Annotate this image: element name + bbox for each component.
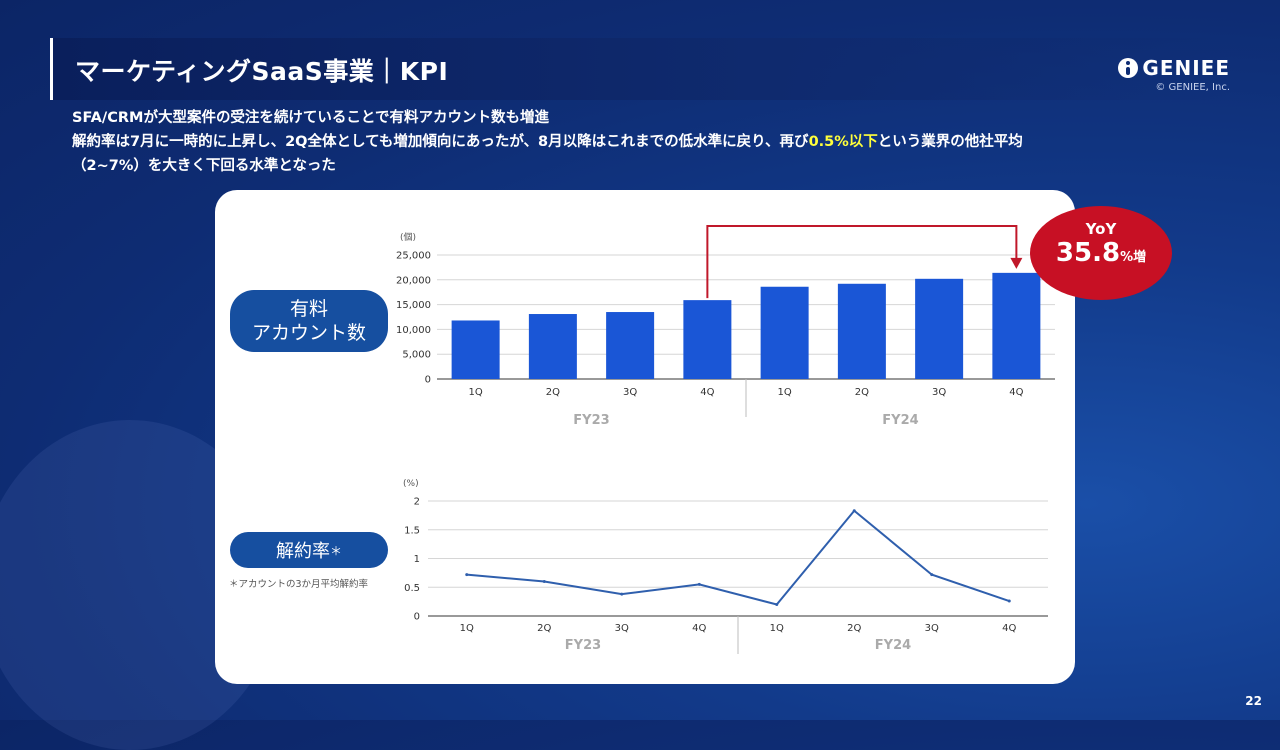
- yoy-badge: YoY 35.8%増: [1030, 206, 1172, 300]
- line-chart-group-label: FY24: [875, 638, 911, 653]
- bar-chart-xtick-label: 1Q: [469, 387, 483, 398]
- paid-accounts-label-line1: 有料: [289, 298, 328, 320]
- page-title: マーケティングSaaS事業｜KPI: [75, 57, 449, 86]
- kpi-card: 有料 アカウント数 解約率＊ ＊アカウントの3か月平均解約率: [215, 190, 1075, 684]
- line-chart-xtick-label: 2Q: [537, 623, 551, 634]
- company-logo: GENIEE © GENIEE, Inc.: [1118, 56, 1230, 93]
- line-chart-xtick-label: 1Q: [460, 623, 474, 634]
- description: SFA/CRMが大型案件の受注を続けていることで有料アカウント数も増進 解約率は…: [72, 106, 1222, 178]
- churn-rate-point: [542, 580, 546, 583]
- line-chart-xtick-label: 4Q: [692, 623, 706, 634]
- bar-chart-group-label: FY23: [573, 413, 609, 428]
- yoy-unit: %増: [1120, 250, 1147, 265]
- paid-accounts-label: 有料 アカウント数: [230, 290, 388, 352]
- churn-rate-point: [465, 573, 469, 577]
- line-chart-xtick-label: 2Q: [847, 623, 861, 634]
- description-line-3: （2~7%）を大きく下回る水準となった: [72, 158, 336, 174]
- line-chart-ytick-label: 0: [414, 612, 420, 623]
- yoy-value-row: 35.8%増: [1030, 238, 1172, 268]
- bar-chart-xtick-label: 4Q: [1009, 387, 1023, 398]
- churn-rate-label: 解約率＊: [230, 532, 388, 568]
- description-highlight: 0.5%以下: [808, 134, 878, 150]
- churn-rate-label-text: 解約率: [275, 541, 330, 562]
- page-number: 22: [1245, 694, 1262, 708]
- line-chart-ytick-label: 2: [414, 497, 420, 508]
- bar-chart-ytick-label: 5,000: [402, 350, 431, 361]
- copyright: © GENIEE, Inc.: [1155, 82, 1230, 93]
- churn-rate-series-line: [466, 509, 1010, 606]
- description-line-2-pre: 解約率は7月に一時的に上昇し、2Q全体としても増加傾向にあったが、8月以降はこれ…: [72, 134, 809, 150]
- yoy-label: YoY: [1085, 220, 1117, 238]
- bar-chart-ytick-label: 0: [425, 375, 431, 386]
- bar-chart-ytick-label: 15,000: [396, 300, 431, 311]
- bar-chart-xtick-label: 3Q: [932, 387, 946, 398]
- description-line-1: SFA/CRMが大型案件の受注を続けていることで有料アカウント数も増進: [72, 110, 550, 126]
- yoy-value: 35.8: [1055, 238, 1121, 268]
- bar-chart-xtick-label: 1Q: [778, 387, 792, 398]
- bar-chart-ytick-label: 20,000: [396, 275, 431, 286]
- churn-rate-point: [930, 573, 934, 577]
- logo-text: GENIEE: [1142, 56, 1230, 80]
- line-chart-unit: (%): [403, 479, 419, 489]
- churn-rate-point: [852, 509, 856, 513]
- line-chart-xtick-label: 4Q: [1002, 623, 1016, 634]
- bar-chart-xtick-label: 4Q: [700, 387, 714, 398]
- churn-rate-point: [697, 582, 701, 586]
- bar-chart-xtick-label: 3Q: [623, 387, 637, 398]
- paid-accounts-label-line2: アカウント数: [251, 322, 366, 344]
- kpi-charts: (個) 0 5,000 10,000 15,000 20,000 25,000 1Q 2Q 3Q 4…: [396, 225, 1055, 654]
- bar-chart-bar: [606, 312, 655, 379]
- description-line-2-post: という業界の他社平均: [877, 134, 1023, 150]
- yoy-arrow-head: [1010, 257, 1023, 269]
- churn-rate-point: [1007, 599, 1011, 603]
- bar-chart-bar: [451, 320, 500, 379]
- churn-footnote: ＊アカウントの3か月平均解約率: [229, 579, 369, 590]
- yoy-arrow: [706, 225, 1018, 299]
- bar-chart-unit: (個): [400, 231, 416, 243]
- bar-chart-bar: [528, 314, 577, 379]
- bar-chart-bar: [837, 283, 886, 379]
- title-bar: マーケティングSaaS事業｜KPI: [50, 38, 1233, 100]
- bar-chart-ytick-label: 25,000: [396, 251, 431, 262]
- bar-chart-xtick-label: 2Q: [546, 387, 560, 398]
- line-chart-ytick-label: 1: [414, 554, 420, 565]
- line-chart-ytick-label: 1.5: [404, 525, 420, 536]
- bar-chart-bar: [915, 278, 964, 379]
- churn-rate-point: [775, 603, 779, 606]
- churn-rate-point: [620, 592, 624, 596]
- description-line-2: 解約率は7月に一時的に上昇し、2Q全体としても増加傾向にあったが、8月以降はこれ…: [72, 130, 1222, 154]
- bar-chart-bar: [992, 272, 1041, 379]
- line-chart-xtick-label: 1Q: [770, 623, 784, 634]
- bar-chart-xtick-label: 2Q: [855, 387, 869, 398]
- line-chart-xtick-label: 3Q: [615, 623, 629, 634]
- bar-chart-group-label: FY24: [882, 413, 918, 428]
- geniee-logo-icon: [1118, 58, 1139, 78]
- line-chart-group-label: FY23: [565, 638, 601, 653]
- line-chart-xtick-label: 3Q: [925, 623, 939, 634]
- bar-chart-bar: [760, 286, 809, 379]
- churn-rate-mark: ＊: [329, 543, 342, 558]
- bar-chart-ytick-label: 10,000: [396, 325, 431, 336]
- bar-chart-bar: [683, 300, 732, 379]
- line-chart-ytick-label: 0.5: [404, 583, 420, 594]
